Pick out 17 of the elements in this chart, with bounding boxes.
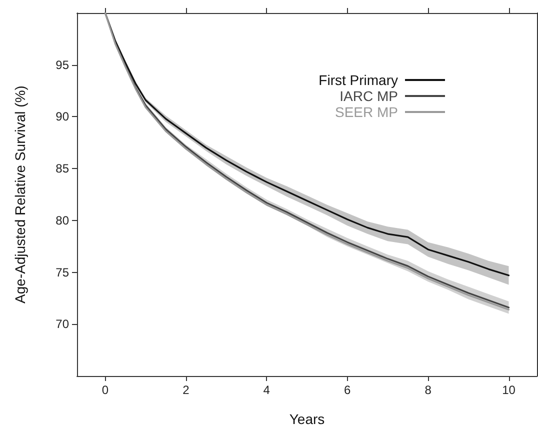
legend-label: First Primary [318,72,398,88]
x-tick-label: 0 [102,383,109,397]
x-tick-label: 4 [263,383,270,397]
x-tick-label: 6 [344,383,352,397]
legend-label: IARC MP [340,88,398,104]
x-tick-label: 8 [424,383,432,397]
y-axis-title: Age-Adjusted Relative Survival (%) [12,86,28,304]
y-tick-label: 90 [56,110,70,124]
x-tick-label: 2 [182,383,190,397]
x-axis-title: Years [289,411,325,427]
y-tick-label: 70 [56,317,70,332]
y-tick-label: 95 [56,58,70,72]
y-tick-label: 85 [56,162,70,176]
legend-label: SEER MP [334,104,398,120]
y-tick-label: 80 [56,213,70,228]
x-tick-label: 10 [502,383,516,397]
y-tick-label: 75 [56,265,70,280]
